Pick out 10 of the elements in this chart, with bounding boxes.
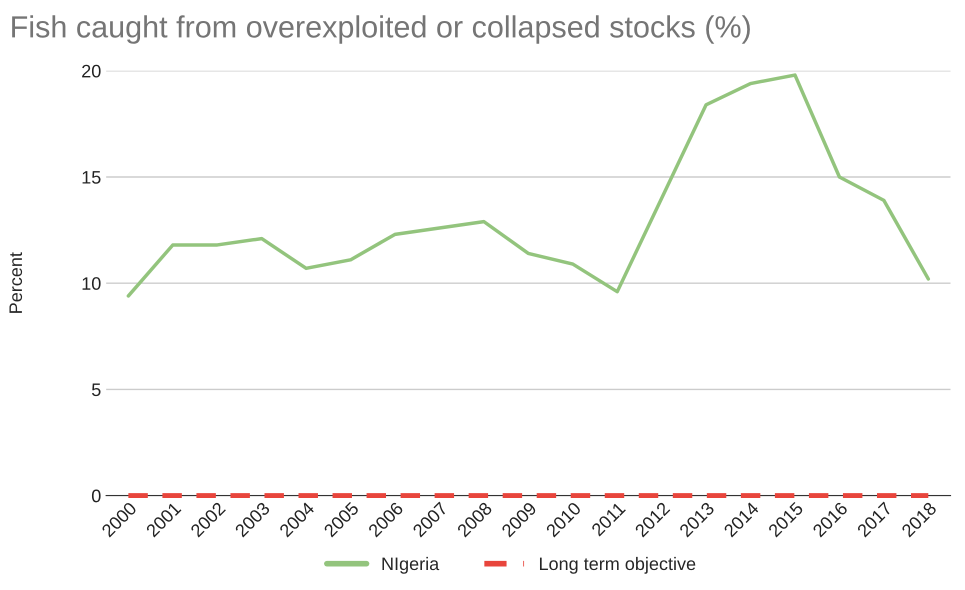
y-tick-label: 5 — [92, 384, 101, 396]
y-tick-label: 10 — [82, 277, 101, 290]
y-tick-label: 0 — [92, 490, 101, 502]
y-tick-label: 15 — [82, 171, 101, 184]
line-series — [126, 73, 930, 298]
y-tick-label: 20 — [82, 64, 101, 78]
legend-label: NIgeria — [382, 556, 440, 574]
chart-title: Fish caught from overexploited or collapsed stocks (%) — [12, 15, 750, 44]
y-axis-title: Percent — [9, 252, 22, 313]
legend-label: Long term objective — [540, 556, 696, 574]
